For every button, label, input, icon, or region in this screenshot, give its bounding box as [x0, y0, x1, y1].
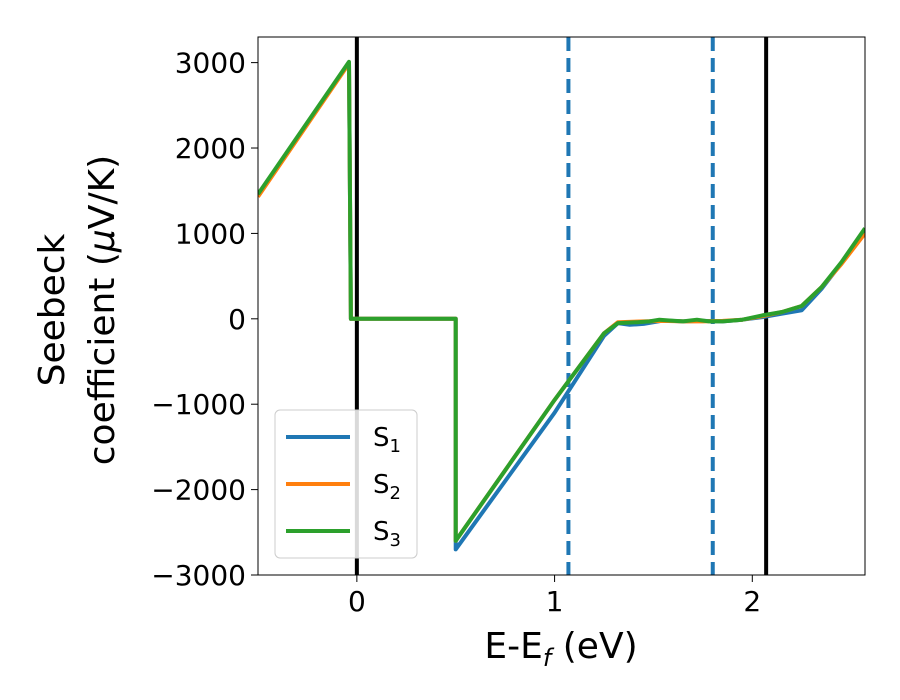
x-axis-title-unit: (eV): [551, 626, 637, 667]
y-axis-title-2: coefficient (μV/K): [82, 155, 123, 465]
y-axis-title-line1: Seebeck: [32, 233, 73, 386]
x-tick-label-1: 1: [546, 585, 564, 618]
legend-label-S3: S3: [373, 517, 401, 551]
y-axis-title-line2: coefficient (μV/K): [82, 155, 123, 465]
y-tick-label-3: 0: [228, 303, 246, 336]
y-axis-title-line2-suffix: V/K): [82, 155, 123, 229]
plot-frame: [257, 36, 866, 576]
axis-ticks: 0 1 2 −3000 −2000 −1000 0 1000 2000 3000: [151, 47, 761, 618]
legend: S1 S2 S3: [274, 409, 418, 559]
x-tick-label-0: 0: [348, 585, 366, 618]
y-tick-label-5: 2000: [175, 132, 246, 165]
y-axis-title-line2-prefix: coefficient (: [82, 252, 123, 465]
vertical-reference-lines: [354, 37, 769, 575]
x-axis-title: E-Ef (eV): [484, 626, 637, 672]
x-tick-label-2: 2: [743, 585, 761, 618]
legend-label-S2: S2: [373, 470, 401, 504]
legend-label-S1: S1: [373, 423, 401, 457]
y-axis-title: Seebeck: [32, 233, 73, 386]
legend-items: S1 S2 S3: [286, 423, 401, 551]
y-axis-title-line2-mu: μ: [82, 229, 123, 253]
series-lines: [258, 59, 865, 552]
y-tick-label-4: 1000: [175, 217, 246, 250]
y-tick-label-1: −2000: [151, 474, 246, 507]
y-tick-label-0: −3000: [151, 559, 246, 592]
x-axis-title-main: E-E: [484, 626, 542, 667]
y-tick-label-2: −1000: [151, 388, 246, 421]
series-line-S3: [258, 59, 865, 543]
y-tick-label-6: 3000: [175, 47, 246, 80]
